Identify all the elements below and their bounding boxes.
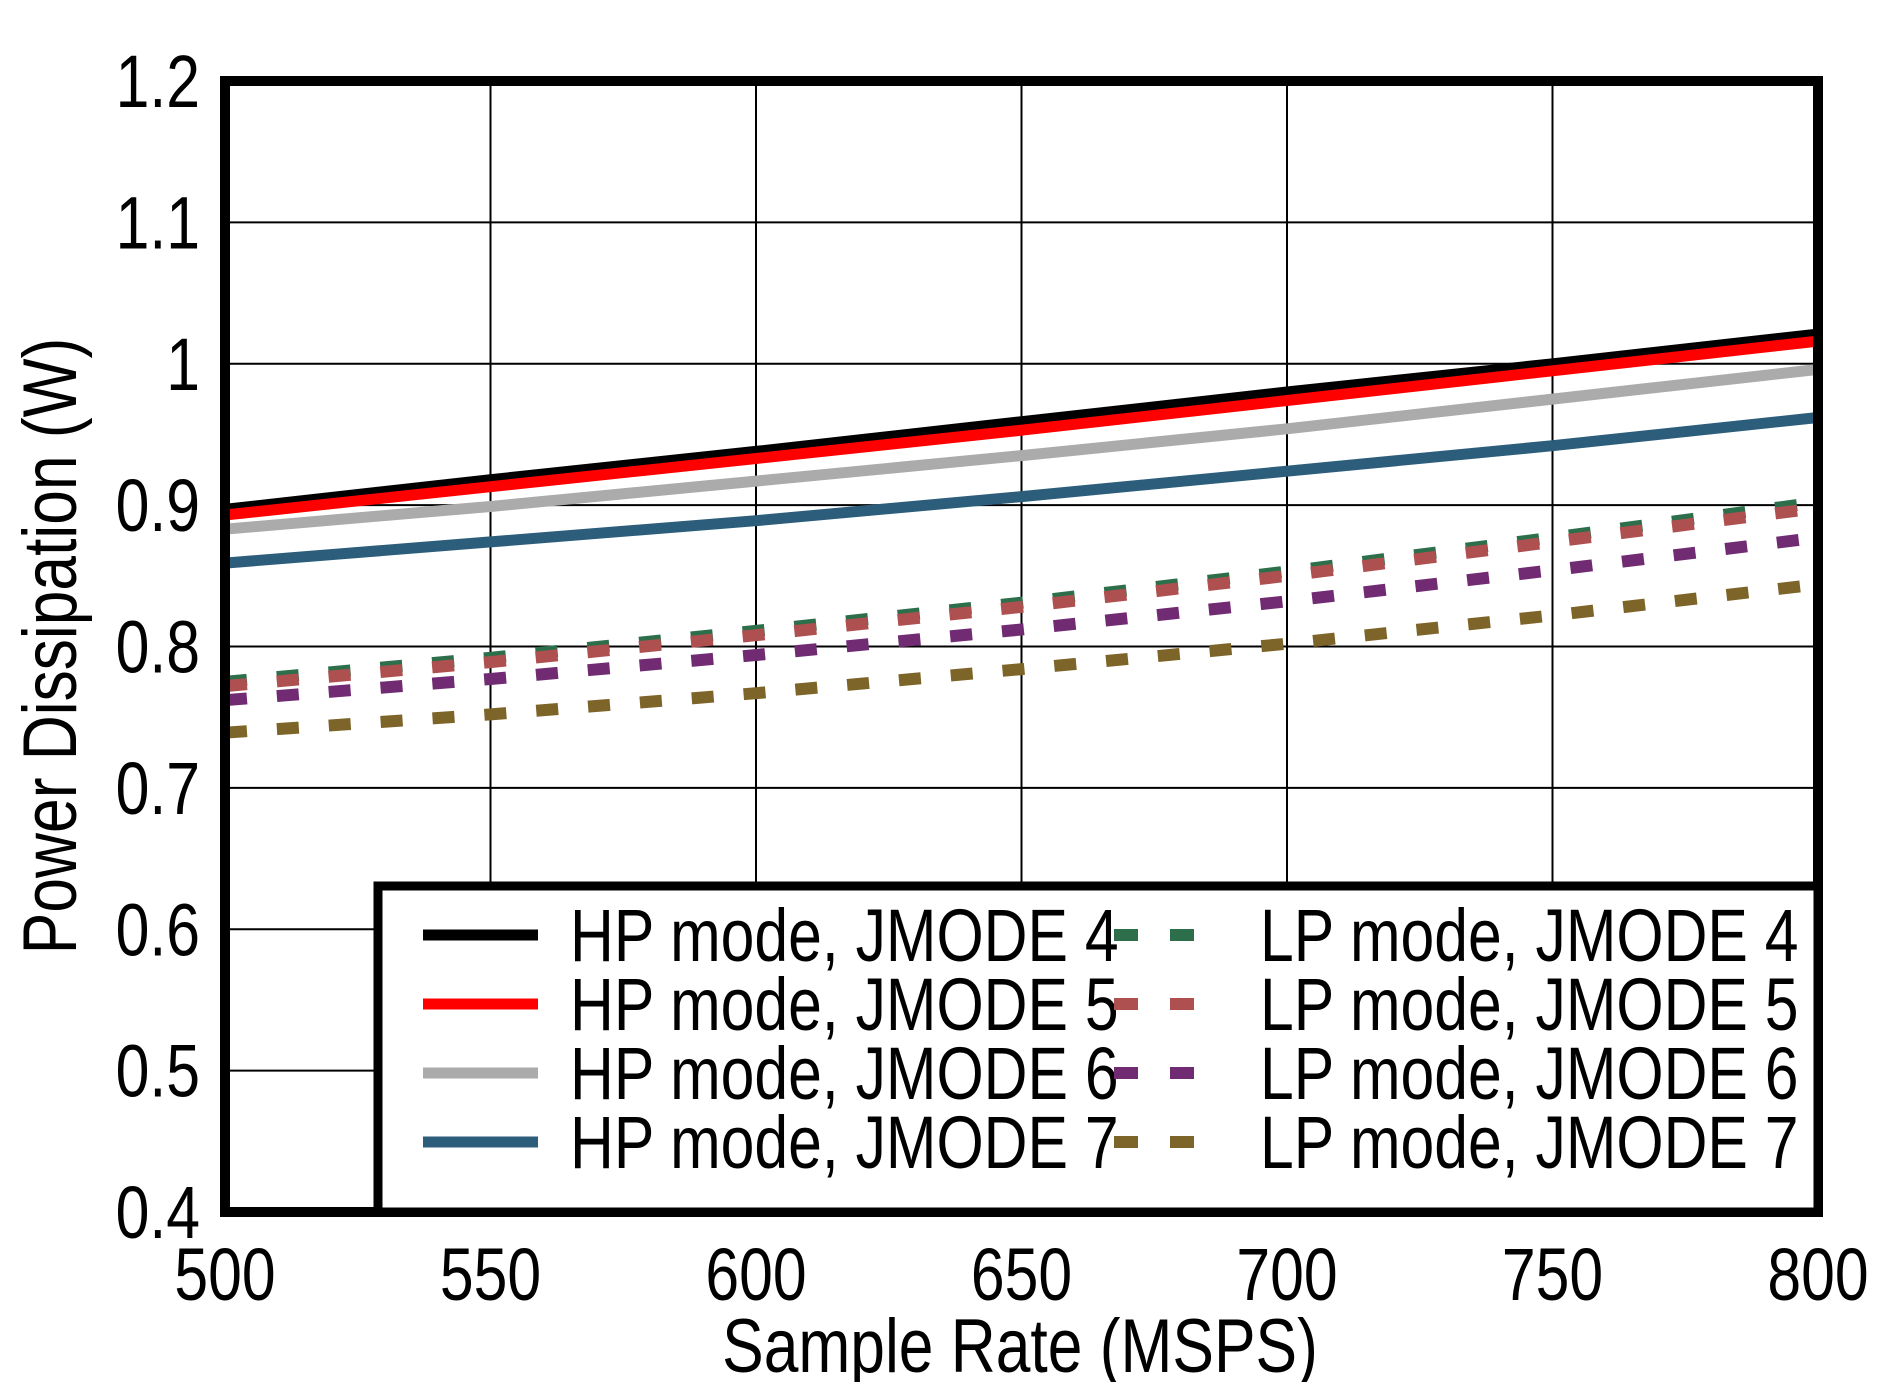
y-tick-label: 0.6	[116, 888, 200, 971]
x-tick-label: 650	[971, 1233, 1072, 1316]
y-axis-tick-labels: 0.4 0.5 0.6 0.7 0.8 0.9 1 1.1 1.2	[116, 40, 200, 1254]
legend-label-lp-jmode5: LP mode, JMODE 5	[1260, 963, 1799, 1046]
y-tick-label: 0.7	[116, 747, 200, 830]
legend-box	[373, 881, 1823, 1217]
series-hp-jmode6	[224, 363, 1819, 535]
y-axis-title: Power Dissipation (W)	[8, 338, 93, 954]
y-tick-label: 1.1	[116, 181, 200, 264]
series-lp-jmode6	[224, 531, 1819, 707]
legend-label-hp-jmode6: HP mode, JMODE 6	[570, 1032, 1119, 1115]
legend-label-lp-jmode6: LP mode, JMODE 6	[1260, 1032, 1799, 1115]
y-tick-label: 1	[166, 323, 200, 406]
x-tick-label: 750	[1502, 1233, 1603, 1316]
x-tick-label: 700	[1236, 1233, 1337, 1316]
y-tick-label: 0.9	[116, 464, 200, 547]
legend-label-lp-jmode7: LP mode, JMODE 7	[1260, 1101, 1799, 1184]
series-hp-jmode7	[224, 412, 1819, 569]
series-hp-jmode5	[224, 335, 1819, 521]
x-tick-label: 500	[174, 1233, 275, 1316]
y-tick-label: 0.4	[116, 1171, 200, 1254]
legend-entries: HP mode, JMODE 4HP mode, JMODE 5HP mode,…	[423, 894, 1799, 1184]
y-tick-label: 0.5	[116, 1030, 200, 1113]
data-series	[224, 328, 1819, 739]
y-tick-label: 1.2	[116, 40, 200, 123]
legend-label-hp-jmode7: HP mode, JMODE 7	[570, 1101, 1119, 1184]
legend-label-hp-jmode4: HP mode, JMODE 4	[570, 894, 1119, 977]
legend-label-lp-jmode4: LP mode, JMODE 4	[1260, 894, 1799, 977]
series-hp-jmode4	[224, 328, 1819, 515]
y-tick-label: 0.8	[116, 606, 200, 689]
x-tick-label: 550	[440, 1233, 541, 1316]
x-tick-label: 800	[1767, 1233, 1868, 1316]
series-lp-jmode5	[224, 502, 1819, 693]
x-axis-title: Sample Rate (MSPS)	[722, 1304, 1318, 1382]
series-lp-jmode7	[224, 578, 1819, 739]
legend: HP mode, JMODE 4HP mode, JMODE 5HP mode,…	[373, 881, 1823, 1217]
x-axis-tick-labels: 500 550 600 650 700 750 800	[174, 1233, 1868, 1316]
x-tick-label: 600	[705, 1233, 806, 1316]
legend-label-hp-jmode5: HP mode, JMODE 5	[570, 963, 1119, 1046]
